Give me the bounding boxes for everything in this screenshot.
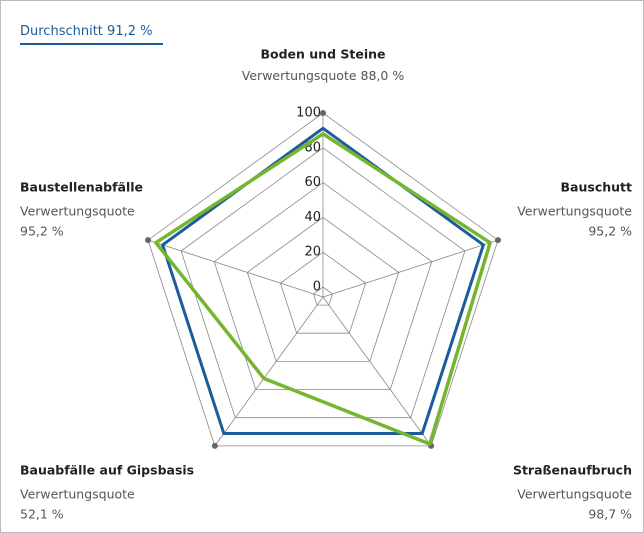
category-label: Baustellenabfälle bbox=[20, 180, 143, 195]
grid-ring bbox=[147, 112, 499, 447]
grid-ring bbox=[246, 216, 400, 362]
series-name: Verwertungsquote bbox=[517, 204, 632, 219]
average-name: Durchschnitt bbox=[20, 24, 103, 39]
marks bbox=[154, 126, 492, 446]
category-label: Boden und Steine bbox=[260, 47, 385, 62]
category-label: Straßenaufbruch bbox=[513, 463, 632, 478]
value-label: 88,0 % bbox=[361, 68, 405, 83]
vertex-dot bbox=[211, 442, 218, 449]
r-tick-label: 60 bbox=[304, 175, 321, 190]
grid-ring bbox=[180, 147, 466, 419]
spoke bbox=[322, 239, 499, 298]
value-label: 98,7 % bbox=[588, 507, 632, 522]
spoke bbox=[214, 296, 324, 447]
labels: Boden und Steine Verwertungsquote 88,0 % B… bbox=[20, 47, 632, 522]
series-name: Verwertungsquote bbox=[242, 68, 357, 83]
category-value: Verwertungsquote 88,0 % bbox=[242, 68, 405, 83]
average-value: 91,2 % bbox=[107, 24, 152, 39]
grid-ring bbox=[213, 182, 433, 390]
average-title: Durchschnitt 91,2 % bbox=[20, 24, 152, 39]
grid-ring bbox=[279, 251, 367, 334]
category-label: Bauschutt bbox=[561, 180, 632, 195]
vertex-dot bbox=[145, 237, 152, 244]
value-label: 95,2 % bbox=[20, 224, 64, 239]
grid-ring bbox=[313, 286, 333, 306]
category-label: Bauabfälle auf Gipsbasis bbox=[20, 463, 194, 478]
series-name: Verwertungsquote bbox=[517, 487, 632, 502]
r-tick-label: 40 bbox=[304, 210, 321, 225]
series-name: Verwertungsquote bbox=[20, 204, 135, 219]
r-tick-label: 0 bbox=[313, 280, 321, 295]
r-tick-label: 100 bbox=[296, 106, 321, 121]
r-tick-label: 20 bbox=[304, 245, 321, 260]
series-name: Verwertungsquote bbox=[20, 487, 135, 502]
value-label: 95,2 % bbox=[588, 224, 632, 239]
spoke bbox=[147, 239, 324, 298]
vertex-dot bbox=[494, 237, 501, 244]
value-label: 52,1 % bbox=[20, 507, 64, 522]
vertex-dot bbox=[320, 110, 326, 116]
series-line bbox=[154, 132, 492, 446]
spoke bbox=[322, 296, 432, 447]
average-line bbox=[160, 126, 486, 435]
